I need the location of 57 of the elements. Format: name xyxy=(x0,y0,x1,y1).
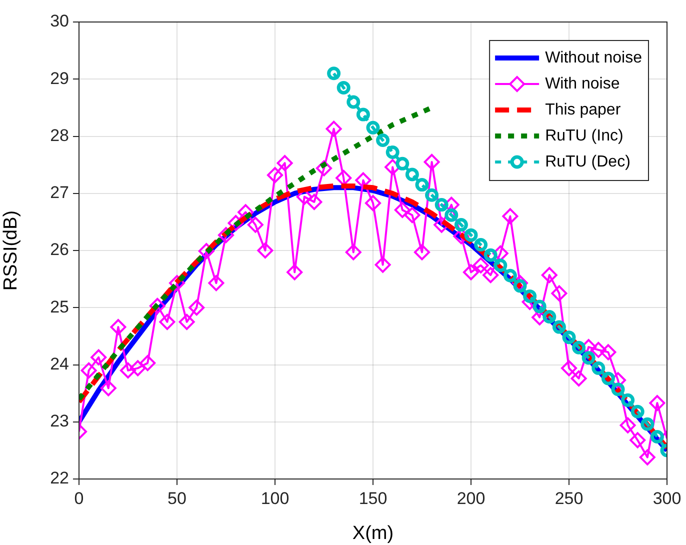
point xyxy=(376,134,390,147)
point xyxy=(425,188,439,202)
x-tick-label: 50 xyxy=(168,488,186,508)
x-tick-label: 250 xyxy=(554,488,584,508)
point xyxy=(366,120,380,134)
point xyxy=(415,178,429,192)
point xyxy=(464,228,478,242)
point xyxy=(611,382,625,396)
y-tick-label: 23 xyxy=(50,412,69,431)
point xyxy=(592,361,606,375)
legend-label: With noise xyxy=(545,75,620,92)
point xyxy=(386,145,400,159)
point xyxy=(513,279,527,293)
point xyxy=(630,404,644,418)
point xyxy=(503,268,517,282)
point xyxy=(494,258,508,272)
y-tick-label: 24 xyxy=(50,354,69,374)
x-tick-label: 100 xyxy=(260,488,290,508)
point xyxy=(542,310,556,324)
point xyxy=(552,320,566,334)
y-tick-label: 27 xyxy=(50,183,69,202)
legend-label: This paper xyxy=(545,101,622,118)
point xyxy=(336,80,350,94)
point xyxy=(572,340,586,354)
x-axis-title: X(m) xyxy=(352,522,394,544)
point xyxy=(601,372,615,386)
point xyxy=(356,108,370,122)
legend-label: RuTU (Inc) xyxy=(545,127,624,144)
x-tick-label: 200 xyxy=(456,488,486,508)
y-tick-label: 28 xyxy=(50,126,69,145)
point xyxy=(523,289,537,303)
point xyxy=(327,66,341,80)
x-tick-label: 0 xyxy=(74,488,84,508)
point xyxy=(621,393,635,407)
x-tick-label: 300 xyxy=(652,488,682,508)
point xyxy=(532,300,546,314)
point xyxy=(434,198,448,212)
x-tick-label: 150 xyxy=(358,488,388,508)
point xyxy=(484,248,498,262)
y-tick-label: 26 xyxy=(50,240,69,260)
point xyxy=(454,218,468,232)
legend-label: RuTU (Dec) xyxy=(545,153,630,170)
point xyxy=(444,208,458,222)
point xyxy=(474,238,488,252)
point xyxy=(396,156,410,170)
y-tick-label: 22 xyxy=(50,468,69,488)
y-axis-title: RSSI(dB) xyxy=(0,210,22,291)
point xyxy=(650,430,664,444)
point xyxy=(562,330,576,344)
y-tick-label: 25 xyxy=(50,297,69,316)
y-tick-label: 29 xyxy=(50,68,69,88)
point xyxy=(346,95,360,109)
y-tick-label: 30 xyxy=(50,12,69,31)
point xyxy=(640,417,654,431)
point xyxy=(582,351,596,365)
point xyxy=(405,168,419,182)
legend-label: Without noise xyxy=(545,49,642,66)
